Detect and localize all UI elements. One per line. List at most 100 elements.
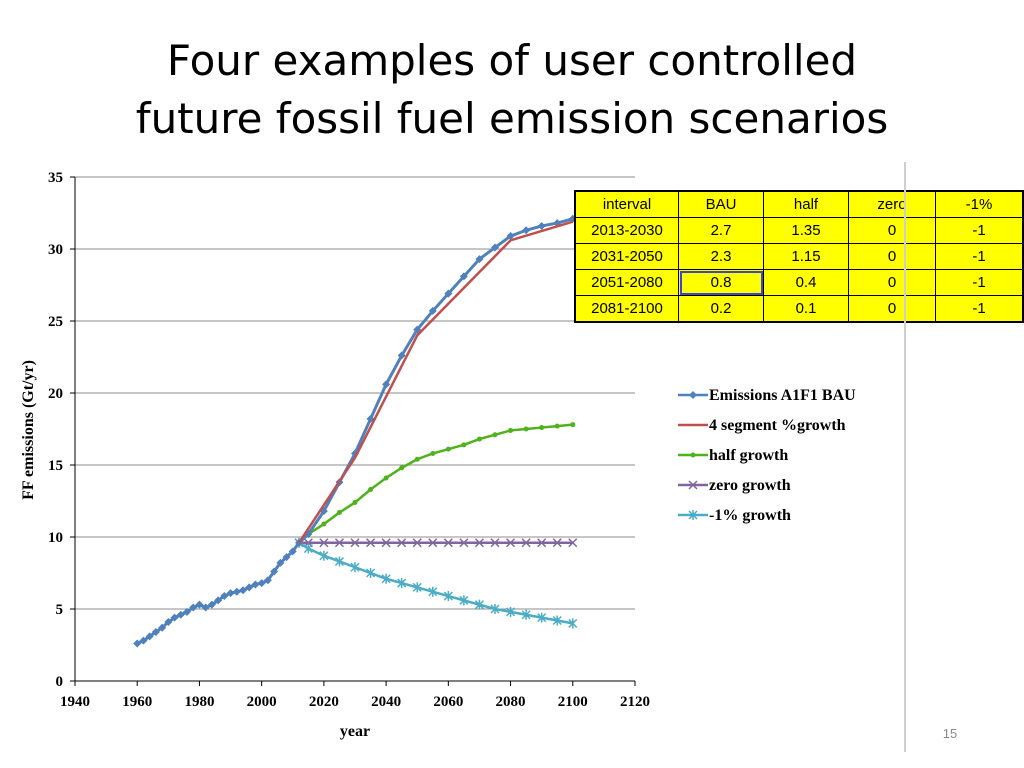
legend-label: -1% growth xyxy=(709,507,791,524)
data-point-marker xyxy=(382,380,391,389)
data-point-marker xyxy=(133,639,142,648)
table-cell[interactable]: 0 xyxy=(848,217,936,244)
legend-entry: 4 segment %growth xyxy=(678,417,846,434)
x-tick-label: 2040 xyxy=(371,694,401,710)
table-cell[interactable]: 1.15 xyxy=(763,243,849,270)
data-point-marker xyxy=(226,589,235,598)
table-cell[interactable]: 2.3 xyxy=(678,243,764,270)
data-point-marker xyxy=(245,583,254,592)
legend-label: half growth xyxy=(709,447,788,464)
data-point-marker xyxy=(523,426,529,432)
y-tick-label: 20 xyxy=(48,386,63,402)
data-point-marker xyxy=(263,576,272,585)
growth-rate-table: interval BAU half zero -1% 2013-2030 2.7… xyxy=(574,190,1024,323)
data-point-marker xyxy=(522,226,531,235)
series-1-growth xyxy=(294,537,578,629)
table-header-row: interval BAU half zero -1% xyxy=(574,190,1024,218)
data-point-marker xyxy=(430,450,436,456)
x-tick-label: 2100 xyxy=(558,694,588,710)
data-point-marker xyxy=(334,538,344,548)
table-cell-selected[interactable]: 0.8 xyxy=(678,269,764,296)
data-point-marker xyxy=(459,595,469,606)
data-point-marker xyxy=(350,562,360,573)
data-point-marker xyxy=(506,538,516,548)
data-point-marker xyxy=(399,465,405,471)
table-cell[interactable]: 0 xyxy=(848,295,936,323)
data-point-marker xyxy=(397,351,406,360)
data-point-marker xyxy=(689,391,697,399)
table-cell[interactable]: -1 xyxy=(935,269,1024,296)
table-header-cell: zero xyxy=(848,190,936,218)
data-point-marker xyxy=(445,446,451,452)
data-point-marker xyxy=(352,499,358,505)
table-cell[interactable]: 0 xyxy=(848,269,936,296)
x-tick-label: 2060 xyxy=(433,694,463,710)
x-axis-title: year xyxy=(340,723,370,740)
table-cell[interactable]: 2.7 xyxy=(678,217,764,244)
table-cell[interactable]: 1.35 xyxy=(763,217,849,244)
table-header-cell: -1% xyxy=(935,190,1024,218)
data-point-marker xyxy=(189,603,198,612)
x-tick-label: 2020 xyxy=(309,694,339,710)
data-point-marker xyxy=(239,586,247,595)
table-cell[interactable]: -1 xyxy=(935,217,1024,244)
series-emissions-a1f1-bau xyxy=(133,214,577,648)
table-cell[interactable]: 2081-2100 xyxy=(574,295,679,323)
data-point-marker xyxy=(474,599,484,610)
table-cell[interactable]: -1 xyxy=(935,243,1024,270)
series-4-segment-growth xyxy=(297,220,574,544)
table-row: 2051-2080 0.8 0.4 0 -1 xyxy=(574,269,1024,296)
data-point-marker xyxy=(183,607,191,616)
table-cell[interactable]: 0.1 xyxy=(763,295,849,323)
data-point-marker xyxy=(688,510,698,520)
data-point-marker xyxy=(414,456,420,462)
data-point-marker xyxy=(195,600,204,609)
data-point-marker xyxy=(303,543,313,554)
data-point-marker xyxy=(476,436,482,442)
data-point-marker xyxy=(475,255,484,264)
data-point-marker xyxy=(428,538,438,548)
table-cell[interactable]: -1 xyxy=(935,295,1024,323)
legend-entry: Emissions A1F1 BAU xyxy=(678,387,856,404)
x-tick-label: 2000 xyxy=(247,694,277,710)
legend-label: zero growth xyxy=(709,477,791,494)
data-point-marker xyxy=(158,623,167,632)
table-row: 2031-2050 2.3 1.15 0 -1 xyxy=(574,243,1024,270)
x-tick-label: 2080 xyxy=(496,694,526,710)
page-number: 15 xyxy=(942,726,958,741)
data-point-marker xyxy=(366,568,376,578)
y-axis-title: FF emissions (Gt/yr) xyxy=(20,360,37,500)
table-cell[interactable]: 0.2 xyxy=(678,295,764,323)
legend: Emissions A1F1 BAU 4 segment %growth half … xyxy=(678,387,856,524)
data-point-marker xyxy=(270,567,279,576)
data-point-marker xyxy=(568,538,578,548)
table-cell[interactable]: 2013-2030 xyxy=(574,217,679,244)
data-point-marker xyxy=(537,538,547,548)
data-point-marker xyxy=(459,538,469,548)
data-point-marker xyxy=(568,618,578,629)
data-point-marker xyxy=(176,610,185,619)
data-point-marker xyxy=(145,632,154,641)
data-point-marker xyxy=(334,556,344,567)
data-point-marker xyxy=(461,442,467,448)
data-point-marker xyxy=(490,538,500,548)
data-point-marker xyxy=(288,547,297,556)
data-point-marker xyxy=(459,272,468,281)
data-point-marker xyxy=(383,475,389,481)
series-half-growth xyxy=(296,422,576,546)
data-point-marker xyxy=(201,603,210,612)
data-point-marker xyxy=(164,617,173,626)
data-point-marker xyxy=(397,578,407,589)
table-cell[interactable]: 0 xyxy=(848,243,936,270)
y-tick-label: 30 xyxy=(48,242,63,258)
table-cell[interactable]: 2031-2050 xyxy=(574,243,679,270)
data-point-marker xyxy=(368,486,374,492)
data-point-marker xyxy=(319,538,329,548)
data-point-marker xyxy=(688,480,698,490)
series-zero-growth xyxy=(294,538,578,548)
table-cell[interactable]: 0.4 xyxy=(763,269,849,296)
table-cell[interactable]: 2051-2080 xyxy=(574,269,679,296)
x-tick-label: 1980 xyxy=(184,694,214,710)
x-tick-label: 1960 xyxy=(122,694,152,710)
